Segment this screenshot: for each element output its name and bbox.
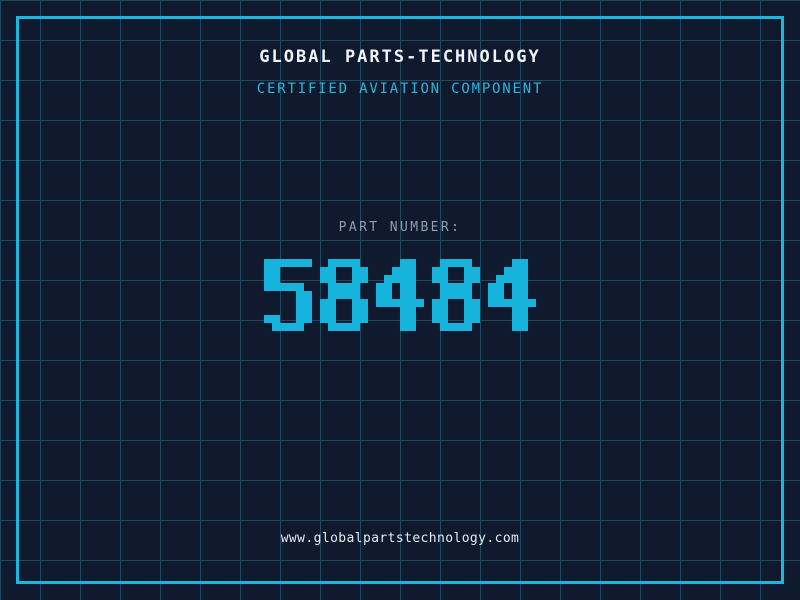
footer-website-url: www.globalpartstechnology.com [280, 531, 520, 546]
part-number-value [0, 258, 800, 332]
company-title: GLOBAL PARTS-TECHNOLOGY [259, 47, 541, 67]
certification-subtitle: CERTIFIED AVIATION COMPONENT [256, 81, 544, 97]
part-number-label: PART NUMBER: [338, 220, 462, 235]
part-number-bitmap-glyphs [264, 259, 536, 331]
